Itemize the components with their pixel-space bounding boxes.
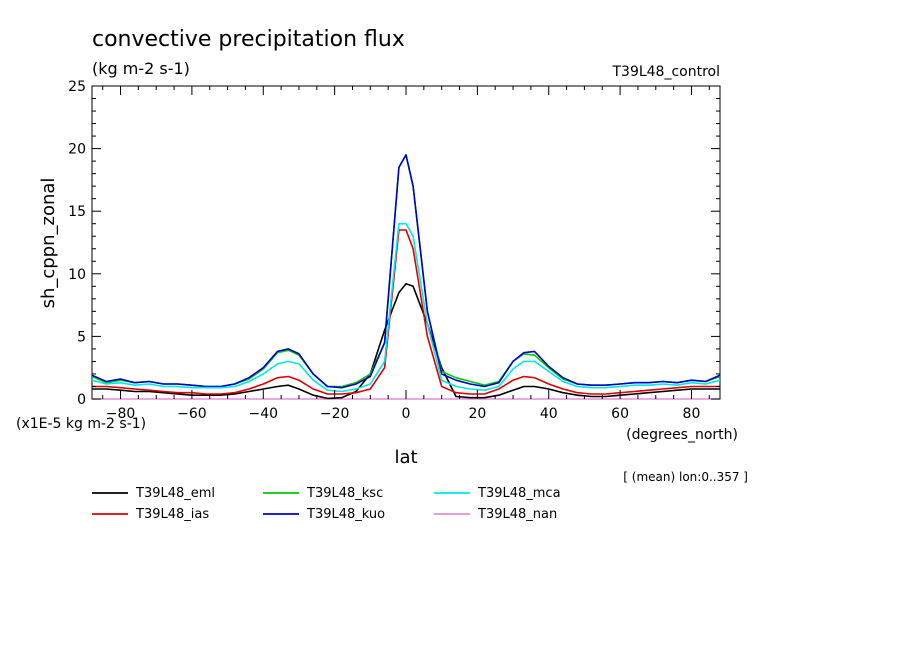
legend-item-t39l48-kuo: T39L48_kuo: [263, 507, 385, 522]
legend-item-t39l48-eml: T39L48_eml: [92, 486, 215, 501]
x-tick-label: −40: [248, 406, 278, 422]
x-tick-label: 60: [611, 406, 629, 422]
series-layer: [91, 154, 721, 400]
y-tick-label: 0: [77, 392, 86, 408]
x-tick-label: 80: [683, 406, 701, 422]
x-tick-label: −20: [320, 406, 350, 422]
legend-label: T39L48_ksc: [306, 486, 383, 501]
y-tick-label: 5: [77, 329, 86, 345]
legend-label: T39L48_eml: [135, 486, 215, 501]
plot-area: −80 −60 −40 −20 0 20 40 60 80 0 5 10 15 20 25: [68, 79, 721, 422]
y-units: (x1E-5 kg m-2 s-1): [16, 416, 146, 432]
x-units: (degrees_north): [626, 427, 738, 443]
y-tick-label: 20: [68, 142, 86, 158]
series-line-t39l48-kuo: [91, 154, 721, 389]
mean-note: [ (mean) lon:0..357 ]: [623, 470, 748, 484]
ticks-layer: −80 −60 −40 −20 0 20 40 60 80 0 5 10 15 20 25: [68, 79, 720, 422]
legend: T39L48_eml T39L48_ias T39L48_ksc T39L48_kuo…: [92, 486, 561, 522]
series-line-t39l48-mca: [91, 222, 721, 393]
y-tick-label: 10: [68, 267, 86, 283]
legend-item-t39l48-ksc: T39L48_ksc: [263, 486, 383, 501]
run-label: T39L48_control: [611, 64, 720, 80]
y-tick-label: 25: [68, 79, 86, 95]
legend-label: T39L48_mca: [477, 486, 561, 501]
x-tick-label: 40: [540, 406, 558, 422]
y-axis-label: sh_cppn_zonal: [38, 178, 59, 309]
y-tick-label: 15: [68, 204, 86, 220]
x-tick-label: 0: [402, 406, 411, 422]
legend-item-t39l48-mca: T39L48_mca: [434, 486, 561, 501]
legend-label: T39L48_kuo: [306, 507, 385, 522]
legend-item-t39l48-nan: T39L48_nan: [434, 507, 557, 522]
legend-label: T39L48_nan: [477, 507, 557, 522]
chart-title: convective precipitation flux: [92, 27, 405, 52]
plot-frame: [91, 85, 721, 400]
x-tick-label: −80: [106, 406, 136, 422]
legend-item-t39l48-ias: T39L48_ias: [92, 507, 209, 522]
x-axis-label: lat: [394, 447, 417, 468]
series-line-t39l48-ksc: [91, 154, 721, 388]
series-line-t39l48-eml: [92, 282, 720, 400]
series-line-t39l48-ias: [92, 229, 720, 395]
chart-subtitle: (kg m-2 s-1): [92, 59, 190, 78]
legend-label: T39L48_ias: [135, 507, 209, 522]
x-tick-label: 20: [468, 406, 486, 422]
x-tick-label: −60: [177, 406, 207, 422]
